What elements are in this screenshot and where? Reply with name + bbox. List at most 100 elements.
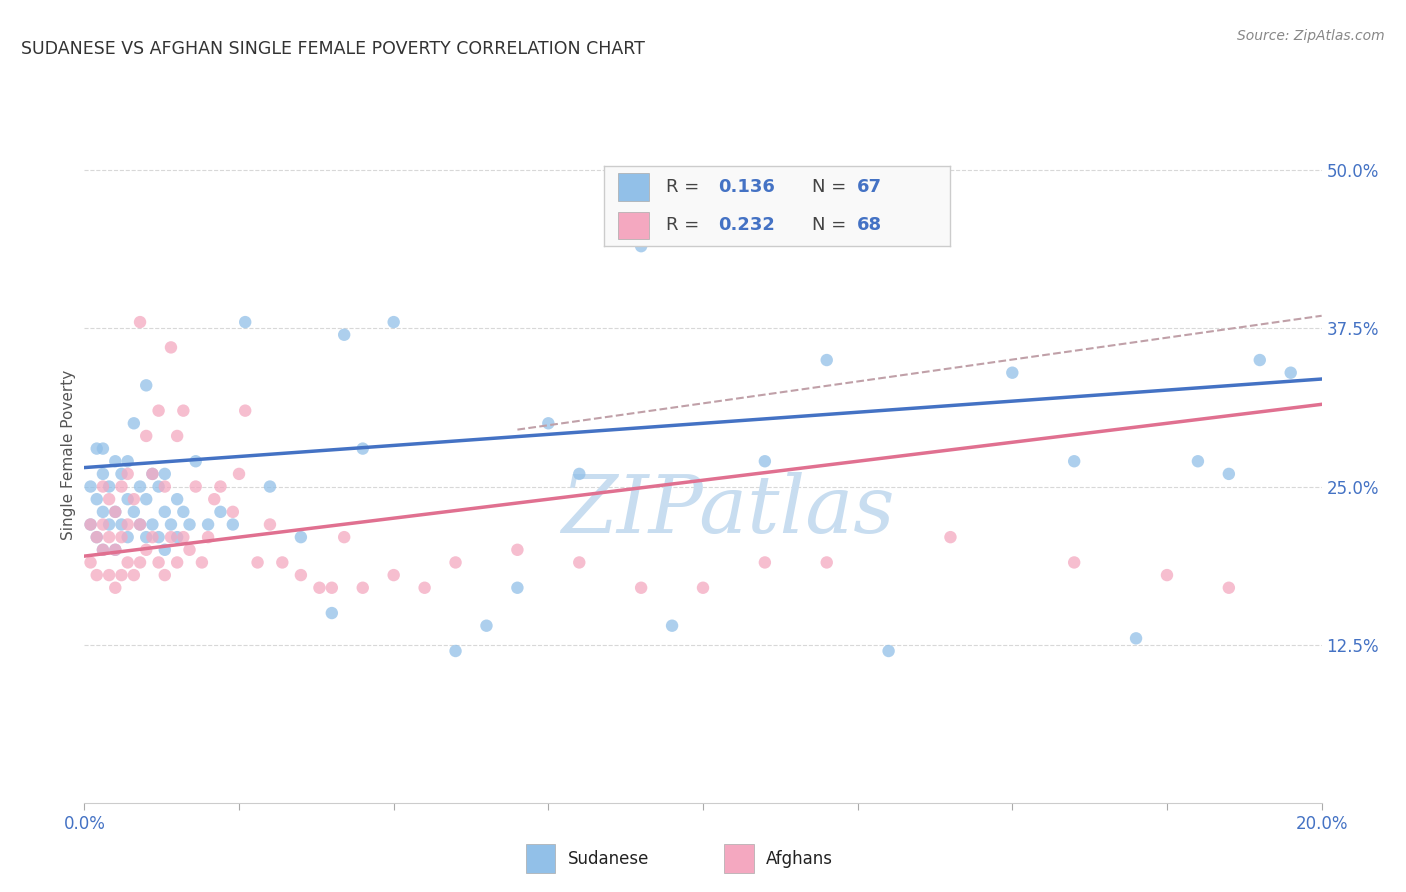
Point (271, 556, 294, 570)
Point (153, 505, 176, 519)
Point (91, 479, 114, 493)
Text: N =: N = (811, 178, 852, 196)
Point (692, 201, 714, 215)
Point (222, 517, 245, 532)
Point (197, 530, 219, 544)
Point (79, 517, 101, 532)
Point (1063, 454, 1085, 468)
Point (259, 479, 281, 493)
Point (413, 581, 436, 595)
Point (352, 581, 374, 595)
Text: Sudanese: Sudanese (568, 849, 650, 868)
Point (1249, 353, 1271, 368)
Point (98, 568, 121, 582)
Point (160, 530, 183, 544)
Point (110, 517, 132, 532)
Point (1156, 568, 1178, 582)
Point (630, 581, 652, 595)
Point (877, 644, 900, 658)
Point (135, 530, 157, 544)
Text: 0.136: 0.136 (718, 178, 775, 196)
Bar (617, 211, 650, 239)
Point (382, 568, 405, 582)
Point (166, 492, 188, 507)
Point (104, 505, 127, 519)
Point (321, 606, 343, 620)
Point (321, 581, 343, 595)
Point (110, 479, 132, 493)
Point (122, 492, 145, 507)
Point (110, 467, 132, 481)
Point (117, 556, 139, 570)
Point (135, 429, 157, 443)
Point (110, 568, 132, 582)
Text: R =: R = (666, 217, 706, 235)
Point (86, 530, 108, 544)
Point (98, 479, 121, 493)
Point (135, 378, 157, 392)
Bar (724, 844, 754, 873)
Point (191, 556, 214, 570)
Point (333, 327, 356, 342)
Point (148, 403, 170, 417)
Point (104, 542, 127, 557)
Point (160, 340, 183, 354)
Point (86, 568, 108, 582)
Point (98, 492, 121, 507)
Point (815, 353, 838, 368)
Point (104, 581, 127, 595)
Point (153, 542, 176, 557)
Point (172, 530, 194, 544)
Point (233, 403, 256, 417)
Point (160, 517, 183, 532)
Point (166, 556, 188, 570)
Point (172, 403, 194, 417)
Point (1279, 366, 1302, 380)
Text: 0.232: 0.232 (718, 217, 775, 235)
Point (104, 454, 127, 468)
Text: N =: N = (811, 217, 852, 235)
Point (197, 517, 219, 532)
Point (91, 542, 114, 557)
Point (117, 467, 139, 481)
Point (153, 467, 176, 481)
Point (135, 542, 157, 557)
Point (148, 556, 170, 570)
Point (815, 556, 838, 570)
Point (129, 556, 152, 570)
Point (166, 530, 188, 544)
Point (135, 492, 157, 507)
Point (333, 530, 356, 544)
Point (141, 467, 163, 481)
Point (91, 505, 114, 519)
Point (91, 517, 114, 532)
Point (184, 454, 207, 468)
Text: 68: 68 (856, 217, 882, 235)
Point (222, 505, 245, 519)
Point (1218, 581, 1240, 595)
Point (228, 467, 250, 481)
Point (179, 542, 201, 557)
Point (166, 429, 188, 443)
Point (122, 417, 145, 431)
Point (86, 530, 108, 544)
Point (202, 492, 225, 507)
Point (79, 517, 101, 532)
Point (148, 479, 170, 493)
Text: R =: R = (666, 178, 706, 196)
Point (537, 417, 560, 431)
Point (754, 556, 776, 570)
Text: Source: ZipAtlas.com: Source: ZipAtlas.com (1237, 29, 1385, 43)
Bar (526, 844, 555, 873)
Point (209, 479, 232, 493)
Point (117, 517, 139, 532)
Point (209, 505, 232, 519)
Point (104, 542, 127, 557)
Point (153, 568, 176, 582)
Point (110, 530, 132, 544)
Point (506, 542, 529, 557)
Point (122, 505, 145, 519)
Point (1001, 366, 1024, 380)
Point (939, 530, 962, 544)
Point (91, 467, 114, 481)
